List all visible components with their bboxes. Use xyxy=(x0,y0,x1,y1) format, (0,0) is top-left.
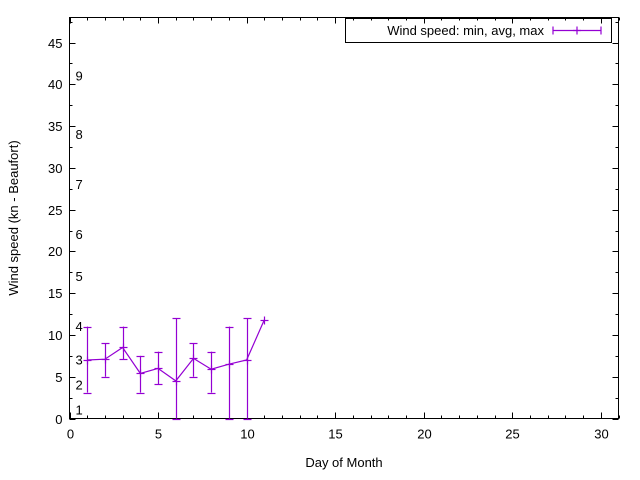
legend-sample-line xyxy=(552,26,602,35)
x-tick-label: 25 xyxy=(505,427,519,442)
beaufort-label-3: 3 xyxy=(76,353,83,368)
x-tick-label: 15 xyxy=(328,427,342,442)
legend-border xyxy=(345,18,612,43)
y-tick-label: 0 xyxy=(55,412,62,427)
y-axis-minor-ticks xyxy=(69,22,619,399)
x-tick-label: 20 xyxy=(417,427,431,442)
x-axis-minor-ticks xyxy=(87,17,620,419)
beaufort-label-2: 2 xyxy=(76,378,83,393)
beaufort-label-8: 8 xyxy=(76,127,83,142)
y-tick-label: 25 xyxy=(48,203,62,218)
beaufort-label-6: 6 xyxy=(76,227,83,242)
average-line xyxy=(87,319,265,382)
x-axis-tick-labels: 0 5 10 15 20 25 30 xyxy=(67,427,609,442)
y-tick-label: 40 xyxy=(48,77,62,92)
y-tick-label: 15 xyxy=(48,286,62,301)
plot-frame xyxy=(69,17,619,419)
beaufort-label-4: 4 xyxy=(76,319,83,334)
y-tick-label: 5 xyxy=(55,370,62,385)
beaufort-label-9: 9 xyxy=(76,68,83,83)
errorbar xyxy=(119,326,128,361)
errorbar xyxy=(243,317,252,421)
y-axis-tick-labels: 0 5 10 15 20 25 30 35 40 45 xyxy=(48,36,62,427)
beaufort-label-7: 7 xyxy=(76,177,83,192)
y-tick-label: 10 xyxy=(48,328,62,343)
x-tick-label: 5 xyxy=(155,427,162,442)
y-axis-title: Wind speed (kn - Beaufort) xyxy=(6,140,21,295)
errorbar xyxy=(225,326,234,421)
y-tick-label: 20 xyxy=(48,244,62,259)
beaufort-label-5: 5 xyxy=(76,269,83,284)
x-axis-ticks xyxy=(70,17,602,419)
beaufort-scale-labels: 1 2 3 4 5 6 7 8 9 xyxy=(76,68,83,417)
beaufort-label-1: 1 xyxy=(76,403,83,418)
legend-entry-label: Wind speed: min, avg, max xyxy=(387,23,544,38)
y-axis-ticks xyxy=(69,43,619,420)
plot-border xyxy=(69,17,619,419)
y-tick-label: 35 xyxy=(48,119,62,134)
x-tick-label: 10 xyxy=(240,427,254,442)
y-tick-label: 45 xyxy=(48,36,62,51)
errorbar xyxy=(172,317,181,421)
x-tick-label: 0 xyxy=(67,427,74,442)
series-0 xyxy=(83,316,269,421)
y-tick-label: 30 xyxy=(48,161,62,176)
x-axis-title: Day of Month xyxy=(305,455,382,470)
legend: Wind speed: min, avg, max xyxy=(345,18,612,43)
x-tick-label: 30 xyxy=(594,427,608,442)
wind-speed-series xyxy=(83,316,269,421)
